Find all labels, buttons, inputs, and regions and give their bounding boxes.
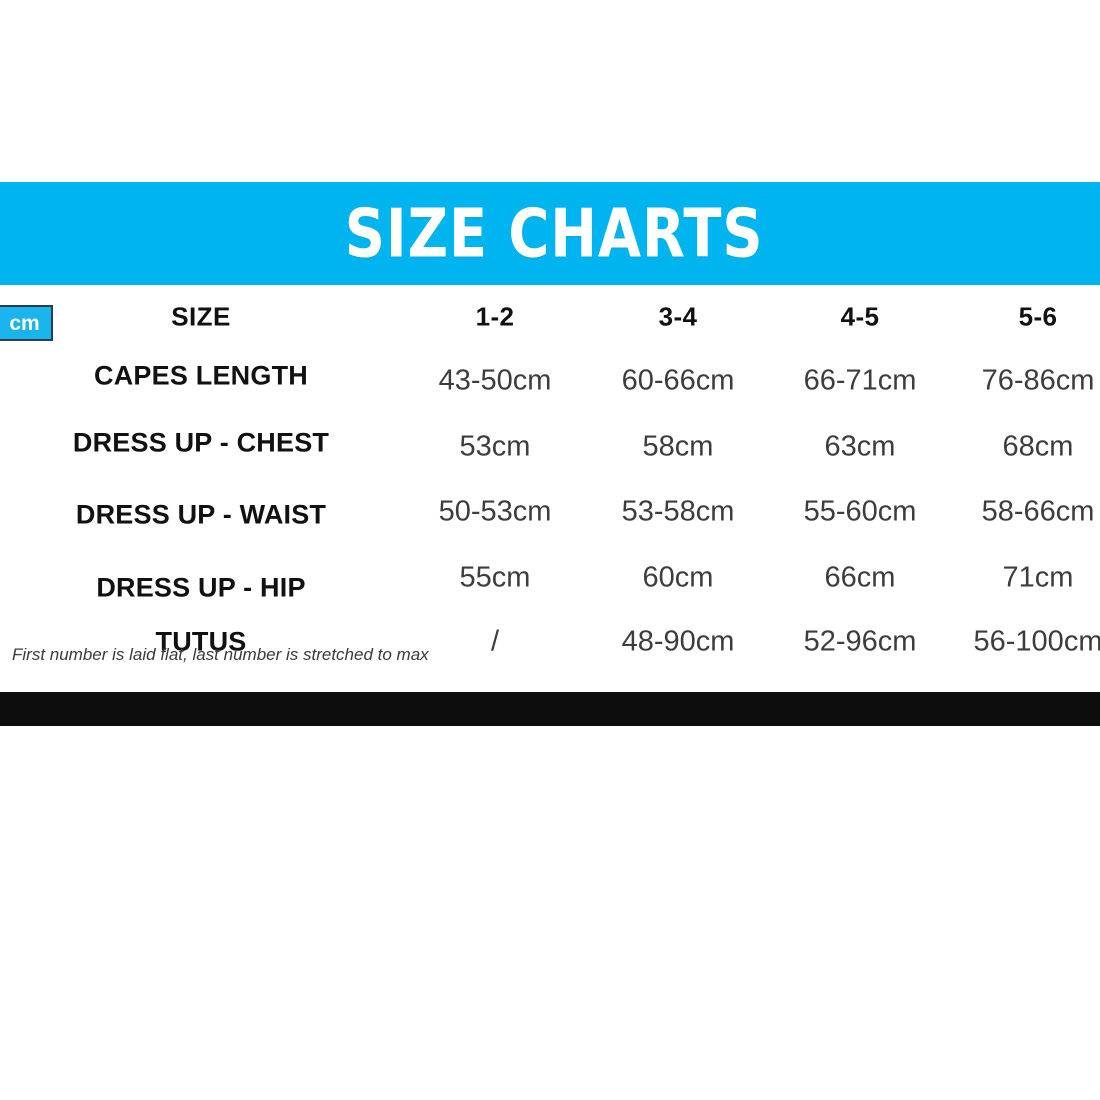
cell-capes-length-3-4: 60-66cm xyxy=(621,364,735,397)
cell-capes-length-5-6: 76-86cm xyxy=(981,364,1095,397)
cell-dress-up-chest-3-4: 58cm xyxy=(642,430,714,463)
cell-tutus-5-6: 56-100cm xyxy=(973,625,1100,658)
unit-badge: cm xyxy=(0,305,53,341)
row-label-tutus: TUTUS xyxy=(155,626,247,657)
row-label-capes-length: CAPES LENGTH xyxy=(94,360,308,391)
bottom-black-bar xyxy=(0,692,1100,726)
row-label-dress-up-hip: DRESS UP - HIP xyxy=(96,572,306,603)
cell-dress-up-chest-4-5: 63cm xyxy=(824,430,896,463)
cell-dress-up-waist-1-2: 50-53cm xyxy=(438,495,552,528)
cell-tutus-4-5: 52-96cm xyxy=(803,625,917,658)
cell-capes-length-1-2: 43-50cm xyxy=(438,364,552,397)
row-label-dress-up-waist: DRESS UP - WAIST xyxy=(75,499,327,530)
cell-dress-up-hip-3-4: 60cm xyxy=(642,561,714,594)
column-header-1-2: 1-2 xyxy=(475,301,515,332)
unit-badge-label: cm xyxy=(9,311,40,335)
cell-tutus-3-4: 48-90cm xyxy=(621,625,735,658)
column-header-4-5: 4-5 xyxy=(840,301,880,332)
cell-dress-up-chest-1-2: 53cm xyxy=(459,430,531,463)
cell-tutus-1-2: / xyxy=(490,625,500,658)
cell-dress-up-hip-1-2: 55cm xyxy=(459,561,531,594)
cell-dress-up-waist-5-6: 58-66cm xyxy=(981,495,1095,528)
cell-dress-up-waist-3-4: 53-58cm xyxy=(621,495,735,528)
size-charts-banner: SIZE CHARTS xyxy=(0,182,1100,285)
column-header-size: SIZE xyxy=(171,301,231,332)
cell-dress-up-hip-4-5: 66cm xyxy=(824,561,896,594)
page-title: SIZE CHARTS xyxy=(344,194,764,273)
cell-dress-up-chest-5-6: 68cm xyxy=(1002,430,1074,463)
size-chart-table: cm SIZE 1-2 3-4 4-5 5-6 CAPES LENGTH 43-… xyxy=(0,285,1100,692)
column-header-3-4: 3-4 xyxy=(658,301,698,332)
column-header-5-6: 5-6 xyxy=(1018,301,1058,332)
cell-capes-length-4-5: 66-71cm xyxy=(803,364,917,397)
measurement-footnote: First number is laid flat, last number i… xyxy=(12,645,429,664)
cell-dress-up-waist-4-5: 55-60cm xyxy=(803,495,917,528)
cell-dress-up-hip-5-6: 71cm xyxy=(1002,561,1074,594)
row-label-dress-up-chest: DRESS UP - CHEST xyxy=(72,427,330,458)
